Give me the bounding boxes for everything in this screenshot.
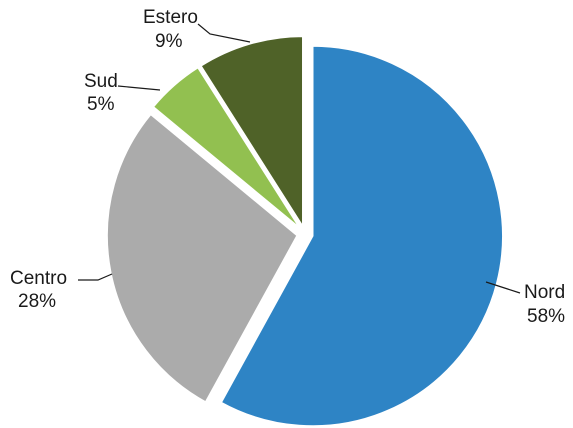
pie-slices bbox=[106, 35, 504, 427]
label-estero: Estero 9% bbox=[143, 7, 198, 52]
slice-label-nord: Nord bbox=[524, 282, 565, 303]
pie-slice-nord bbox=[220, 45, 504, 427]
label-centro: Centro 28% bbox=[10, 268, 67, 312]
slice-label-estero: Estero bbox=[143, 7, 198, 28]
slice-label-sud: Sud bbox=[84, 71, 118, 92]
leader-line-sud bbox=[117, 85, 161, 91]
label-nord: Nord 58% bbox=[524, 282, 565, 327]
slice-value-estero: 9% bbox=[155, 31, 183, 52]
leader-lines bbox=[78, 23, 521, 294]
slice-value-nord: 58% bbox=[527, 306, 565, 327]
pie-slice-centro bbox=[106, 113, 299, 404]
leader-line-nord bbox=[485, 281, 521, 294]
slice-value-sud: 5% bbox=[87, 94, 115, 115]
slice-value-centro: 28% bbox=[18, 291, 56, 312]
slice-label-centro: Centro bbox=[10, 268, 67, 289]
pie-slice-sud bbox=[152, 66, 301, 229]
label-sud: Sud 5% bbox=[84, 71, 118, 115]
pie-slice-estero bbox=[199, 35, 304, 229]
leader-line-centro bbox=[78, 273, 113, 281]
leader-line-estero bbox=[197, 23, 251, 43]
